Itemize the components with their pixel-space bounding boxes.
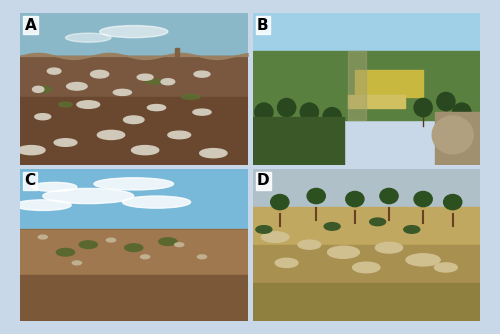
Ellipse shape [32, 182, 77, 191]
Ellipse shape [14, 200, 71, 210]
Ellipse shape [106, 238, 116, 242]
Ellipse shape [132, 146, 159, 155]
Ellipse shape [161, 79, 174, 85]
Ellipse shape [34, 86, 52, 93]
Ellipse shape [66, 82, 87, 90]
Bar [20, 229, 248, 321]
Text: A: A [24, 18, 36, 33]
Ellipse shape [193, 109, 211, 115]
Ellipse shape [35, 114, 50, 120]
Ellipse shape [275, 258, 298, 268]
Bar [252, 117, 344, 165]
Ellipse shape [145, 79, 168, 84]
Ellipse shape [200, 149, 227, 158]
Ellipse shape [198, 255, 206, 259]
Ellipse shape [174, 243, 184, 246]
Ellipse shape [124, 116, 144, 124]
Ellipse shape [437, 93, 455, 111]
Ellipse shape [100, 25, 168, 38]
Ellipse shape [90, 70, 108, 78]
Ellipse shape [370, 218, 386, 226]
Ellipse shape [380, 188, 398, 204]
Ellipse shape [137, 74, 153, 80]
Ellipse shape [404, 226, 419, 233]
Bar [252, 51, 480, 120]
Ellipse shape [452, 103, 471, 121]
Ellipse shape [98, 130, 124, 140]
Ellipse shape [444, 194, 462, 210]
Ellipse shape [307, 188, 326, 204]
Ellipse shape [278, 99, 295, 117]
Bar [348, 96, 405, 108]
Bar [252, 283, 480, 321]
Ellipse shape [114, 90, 132, 96]
Ellipse shape [432, 116, 473, 154]
Bar [252, 13, 480, 51]
Ellipse shape [18, 146, 45, 155]
Ellipse shape [56, 248, 74, 256]
Ellipse shape [352, 262, 380, 273]
Ellipse shape [255, 103, 273, 121]
Ellipse shape [256, 226, 272, 233]
Ellipse shape [38, 235, 48, 239]
Bar [434, 112, 480, 165]
Ellipse shape [72, 261, 82, 265]
Ellipse shape [94, 178, 174, 190]
Ellipse shape [194, 71, 210, 77]
Ellipse shape [346, 191, 364, 207]
Ellipse shape [434, 263, 457, 272]
Ellipse shape [66, 33, 111, 42]
Bar [252, 169, 480, 211]
Bar [20, 275, 248, 321]
Bar [355, 69, 423, 97]
Ellipse shape [48, 68, 61, 74]
Ellipse shape [414, 191, 432, 207]
Ellipse shape [54, 139, 77, 146]
Ellipse shape [122, 196, 190, 208]
Text: B: B [257, 18, 268, 33]
Ellipse shape [328, 246, 360, 258]
Bar [174, 48, 180, 56]
Ellipse shape [32, 86, 44, 93]
Bar [20, 97, 248, 165]
Ellipse shape [182, 95, 200, 99]
Bar [20, 56, 248, 165]
Ellipse shape [140, 255, 149, 259]
Text: C: C [24, 173, 36, 188]
Ellipse shape [414, 99, 432, 117]
Ellipse shape [77, 101, 100, 108]
Ellipse shape [270, 194, 289, 210]
Ellipse shape [159, 238, 177, 245]
Ellipse shape [148, 105, 166, 111]
Ellipse shape [58, 102, 72, 107]
Bar [252, 244, 480, 321]
Ellipse shape [124, 244, 143, 252]
Ellipse shape [300, 103, 318, 121]
Ellipse shape [324, 223, 340, 230]
Ellipse shape [376, 242, 402, 253]
Ellipse shape [406, 254, 440, 266]
Bar [252, 207, 480, 321]
Bar [20, 169, 248, 232]
Ellipse shape [262, 232, 289, 242]
Bar [20, 13, 248, 56]
Polygon shape [348, 51, 366, 120]
Ellipse shape [298, 240, 321, 249]
Ellipse shape [43, 188, 134, 204]
Ellipse shape [323, 108, 341, 126]
Ellipse shape [79, 241, 98, 248]
Ellipse shape [168, 131, 190, 139]
Text: D: D [257, 173, 270, 188]
